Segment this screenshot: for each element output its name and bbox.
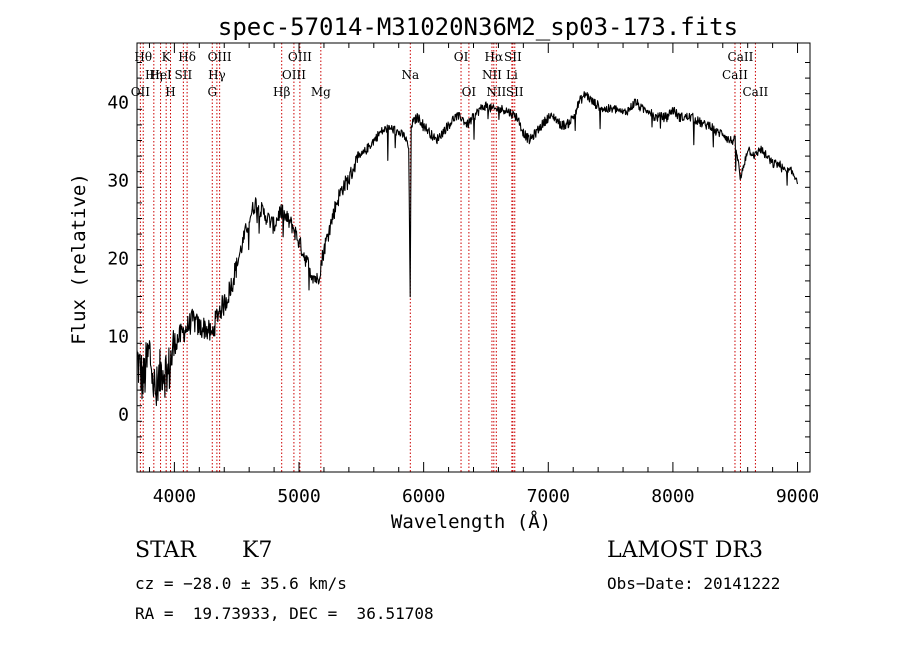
y-axis-label: Flux (relative) [68, 173, 90, 345]
line-label-9: Hγ [208, 68, 226, 82]
axes: 4000 5000 6000 7000 8000 9000 0 10 20 30 40 [107, 42, 819, 507]
line-label-11: Hβ [273, 85, 290, 99]
line-label-6: SII [175, 68, 193, 82]
object-subclass: K7 [242, 538, 273, 563]
y-tick-label-2: 20 [107, 249, 129, 270]
emission-line-markers [139, 43, 756, 472]
line-label-12: OIII [282, 68, 306, 82]
chart-title: spec-57014-M31020N36M2_sp03-173.fits [218, 13, 738, 41]
line-label-17: OI [462, 85, 477, 99]
x-tick-label-5: 9000 [776, 486, 819, 507]
line-label-10: OIII [208, 50, 232, 64]
line-label-23: SII [506, 85, 524, 99]
line-label-14: Mg [311, 85, 331, 99]
x-tick-label-1: 5000 [277, 486, 320, 507]
y-tick-label-4: 40 [107, 93, 129, 114]
y-tick-label-1: 10 [107, 327, 129, 348]
spectrum-line [136, 91, 799, 407]
line-label-3: HeI [149, 68, 172, 82]
line-label-5: H [165, 85, 175, 99]
line-label-25: CaII [728, 50, 754, 64]
line-label-24: CaII [722, 68, 748, 82]
survey-name: LAMOST DR3 [607, 538, 763, 563]
line-label-20: NII [486, 85, 506, 99]
x-tick-label-0: 4000 [153, 486, 196, 507]
line-label-13: OIII [288, 50, 312, 64]
x-tick-label-3: 7000 [527, 486, 570, 507]
line-label-21: Li [506, 68, 518, 82]
redshift-cz: cz = −28.0 ± 35.6 km/s [135, 574, 347, 593]
line-label-15: Na [401, 68, 419, 82]
coordinates: RA = 19.73933, DEC = 36.51708 [135, 604, 434, 623]
object-type: STAR [135, 538, 196, 563]
line-label-8: G [207, 85, 217, 99]
y-tick-label-0: 0 [118, 405, 129, 426]
line-label-26: CaII [742, 85, 768, 99]
observation-date: Obs−Date: 20141222 [607, 574, 781, 593]
line-label-22: SII [504, 50, 522, 64]
y-tick-label-3: 30 [107, 171, 129, 192]
line-label-7: Hδ [178, 50, 196, 64]
emission-line-labels: OIIHθHηHeIKHSIIHδGHγOIIIHβOIIIOIIIMgNaOI… [131, 50, 769, 99]
series-layer [136, 91, 799, 407]
line-label-2: Hη [145, 68, 163, 82]
x-axis-label: Wavelength (Å) [391, 510, 551, 533]
spectrum-chart: spec-57014-M31020N36M2_sp03-173.fits OII… [68, 13, 819, 533]
line-label-18: NII [482, 68, 502, 82]
line-label-4: K [162, 50, 172, 64]
line-label-0: OII [131, 85, 151, 99]
line-label-1: Hθ [134, 50, 152, 64]
line-label-19: Hα [485, 50, 504, 64]
line-label-16: OI [454, 50, 469, 64]
plot-frame [136, 42, 811, 473]
x-tick-label-2: 6000 [402, 486, 445, 507]
x-tick-label-4: 8000 [651, 486, 694, 507]
